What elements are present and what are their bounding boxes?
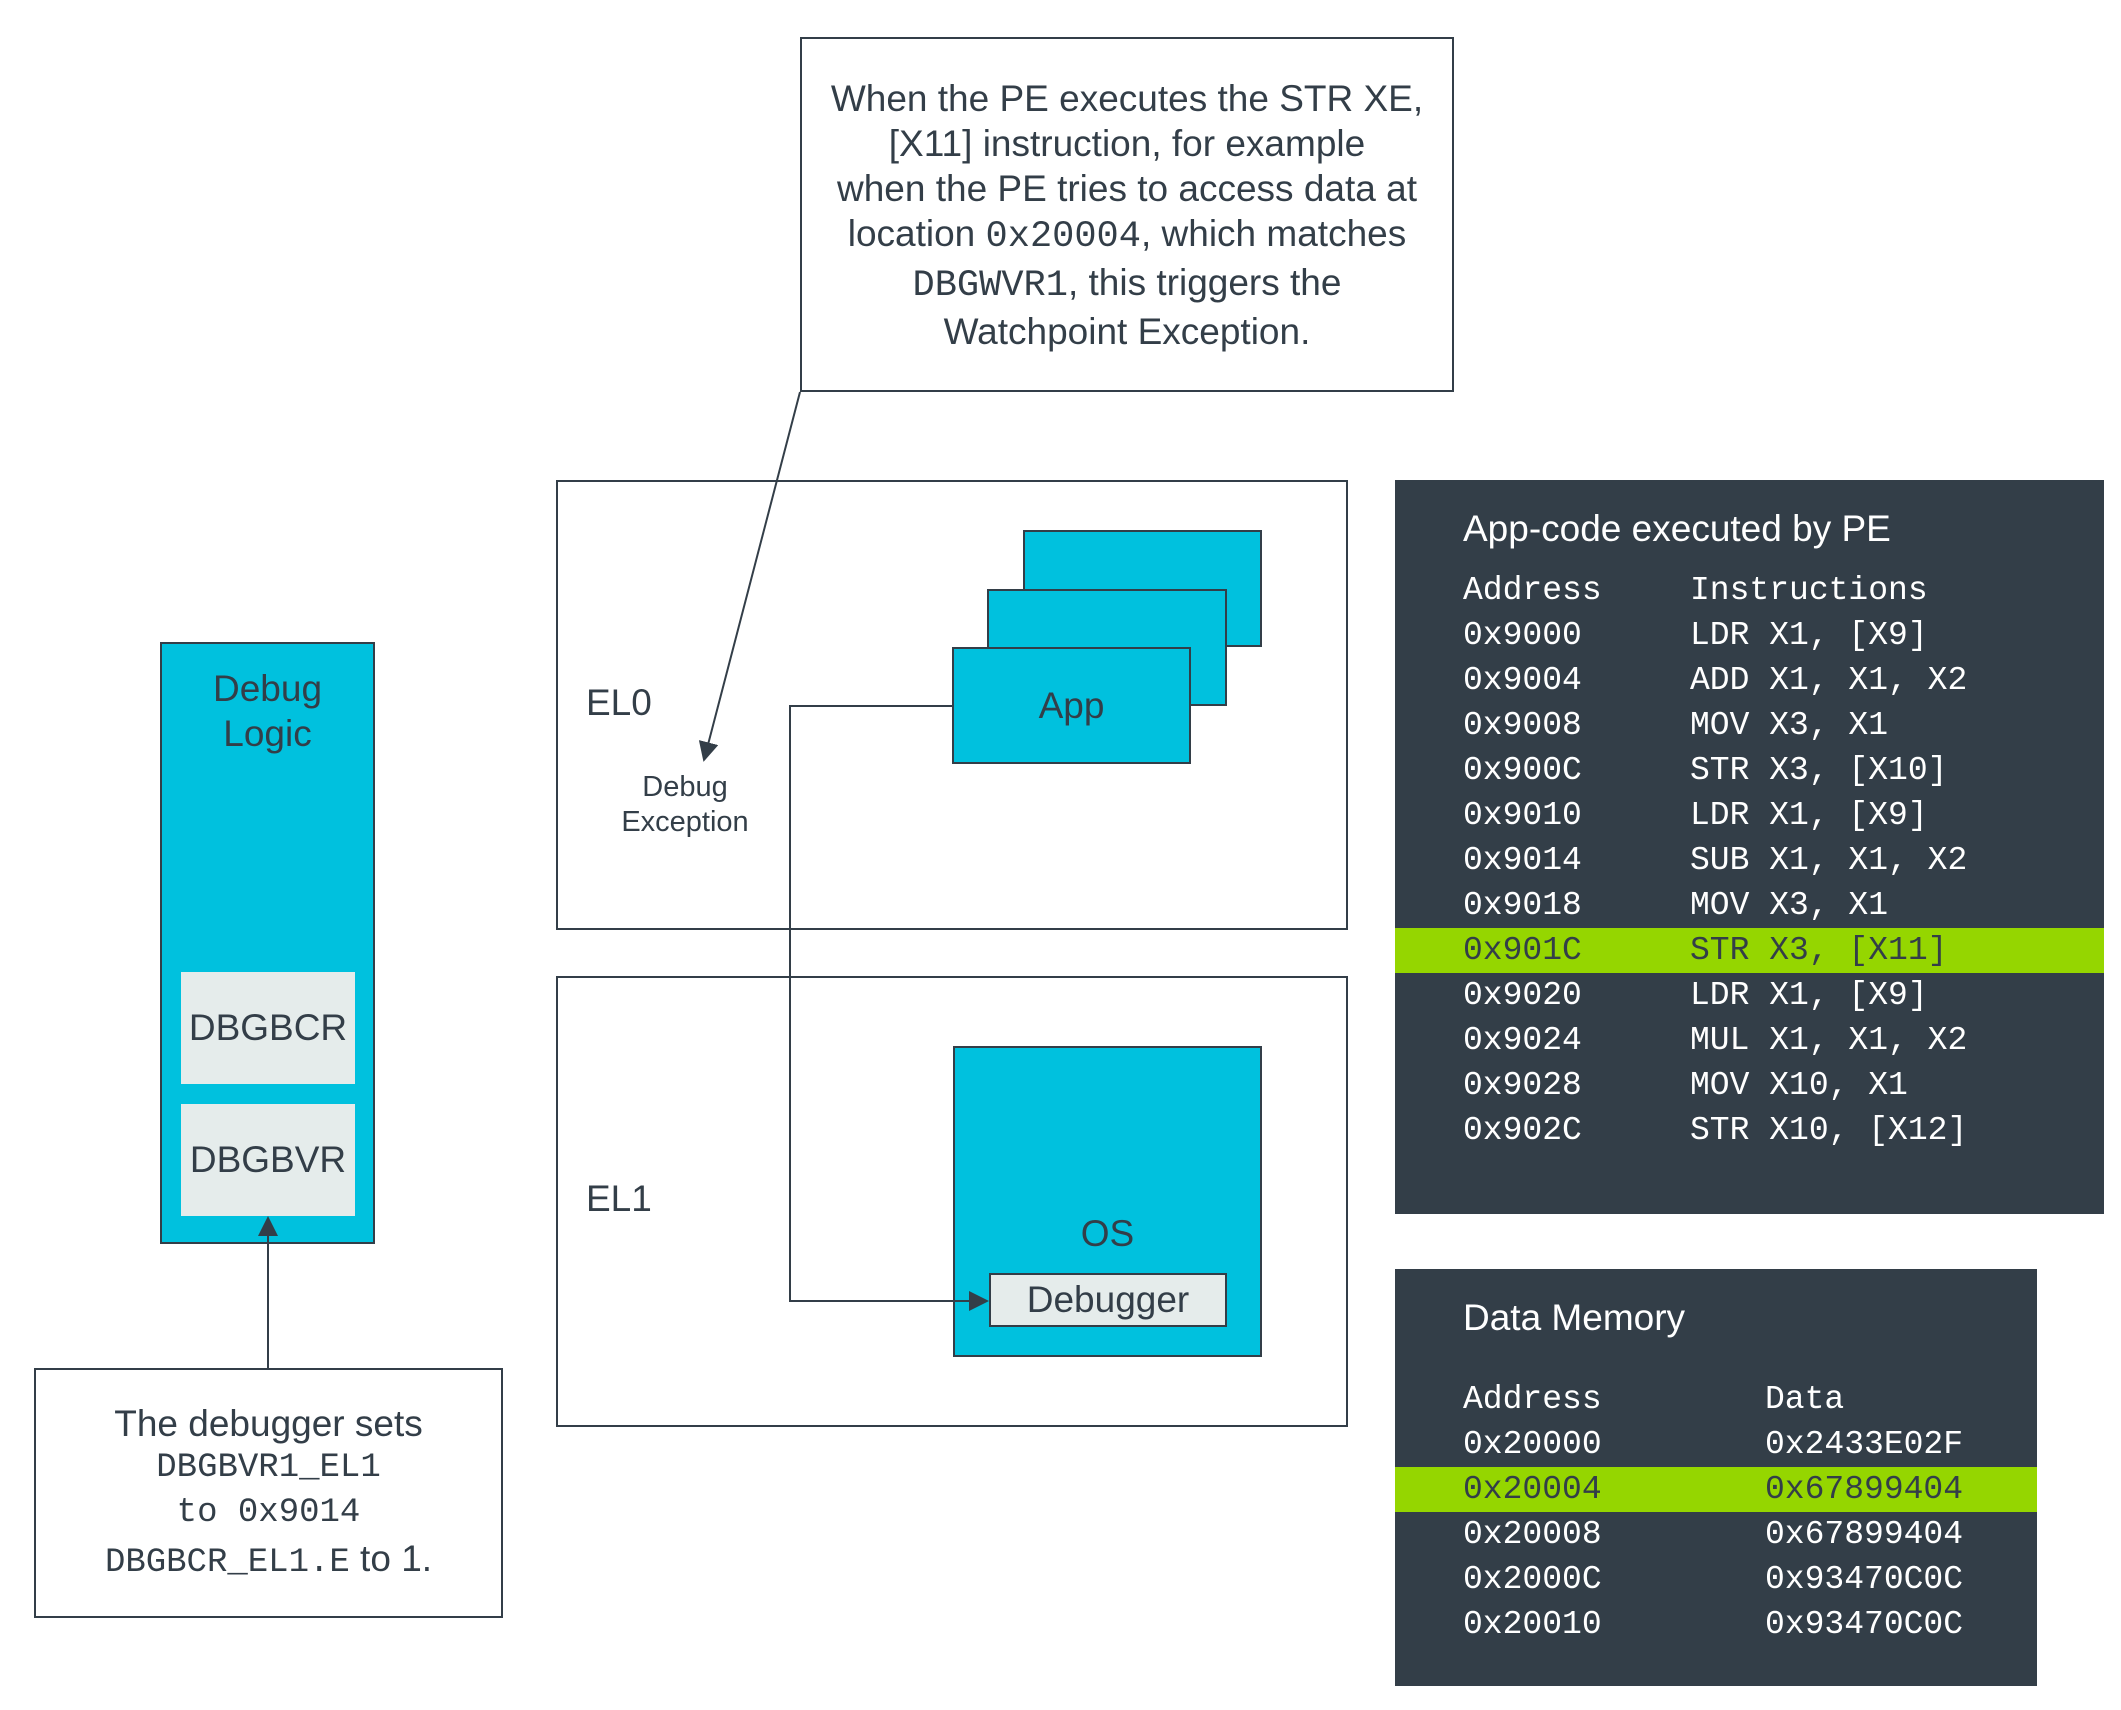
table-row: 0x9000 LDR X1, [X9] bbox=[1395, 613, 2104, 658]
table-row: 0x20000 0x2433E02F bbox=[1395, 1422, 2037, 1467]
instruction-cell: Instructions bbox=[1690, 572, 1928, 609]
watchpoint-callout: When the PE executes the STR XE, [X11] i… bbox=[800, 37, 1454, 392]
table-row: 0x901C STR X3, [X11] bbox=[1395, 928, 2104, 973]
address-cell: Address bbox=[1463, 1381, 1602, 1418]
callout-register: DBGBVR1_EL1 bbox=[156, 1448, 381, 1487]
callout-text: When the PE executes the STR XE, bbox=[830, 77, 1424, 119]
instruction-cell: MUL X1, X1, X2 bbox=[1690, 1022, 1968, 1059]
debug-logic-title: Debug bbox=[212, 668, 323, 709]
callout-text: Watchpoint Exception. bbox=[943, 310, 1311, 352]
instruction-cell: MOV X3, X1 bbox=[1690, 887, 1889, 924]
el0-label: EL0 bbox=[586, 682, 652, 723]
instruction-cell: LDR X1, [X9] bbox=[1690, 977, 1928, 1014]
table-header: Address Data bbox=[1395, 1377, 2037, 1422]
address-cell: 0x901C bbox=[1463, 932, 1582, 969]
table-row: 0x9014 SUB X1, X1, X2 bbox=[1395, 838, 2104, 883]
data-memory-title: Data Memory bbox=[1463, 1297, 1686, 1338]
table-row: 0x900C STR X3, [X10] bbox=[1395, 748, 2104, 793]
address-cell: 0x9010 bbox=[1463, 797, 1582, 834]
instruction-cell: SUB X1, X1, X2 bbox=[1690, 842, 1968, 879]
table-row: 0x20008 0x67899404 bbox=[1395, 1512, 2037, 1557]
instruction-cell: STR X10, [X12] bbox=[1690, 1112, 1968, 1149]
dbgbvr-label: DBGBVR bbox=[189, 1139, 347, 1180]
callout-text: when the PE tries to access data at bbox=[836, 167, 1417, 209]
exception-arrow bbox=[698, 391, 801, 762]
address-cell: 0x900C bbox=[1463, 752, 1582, 789]
table-row: 0x9024 MUL X1, X1, X2 bbox=[1395, 1018, 2104, 1063]
callout-text: [X11] instruction, for example bbox=[888, 122, 1366, 164]
debug-logic-title: Logic bbox=[223, 713, 312, 754]
callout-text: to 1. bbox=[349, 1537, 433, 1579]
address-cell: 0x9014 bbox=[1463, 842, 1582, 879]
dbgbvr-register: DBGBVR bbox=[181, 1104, 355, 1216]
app-box: App bbox=[952, 647, 1191, 764]
callout-text: , this triggers the bbox=[1067, 261, 1342, 303]
table-row: 0x902C STR X10, [X12] bbox=[1395, 1108, 2104, 1153]
address-cell: 0x9008 bbox=[1463, 707, 1582, 744]
callout-register: DBGWVR1 bbox=[912, 264, 1068, 307]
data-memory-panel: Data Memory Address Data 0x20000 0x2433E02F… bbox=[1395, 1269, 2037, 1686]
el1-label: EL1 bbox=[586, 1178, 652, 1219]
data-cell: 0x93470C0C bbox=[1765, 1606, 1964, 1643]
address-cell: 0x9018 bbox=[1463, 887, 1582, 924]
data-cell: 0x93470C0C bbox=[1765, 1561, 1964, 1598]
address-cell: 0x20000 bbox=[1463, 1426, 1602, 1463]
callout-text: location bbox=[847, 212, 986, 254]
callout-text: , which matches bbox=[1140, 212, 1407, 254]
address-cell: 0x902C bbox=[1463, 1112, 1582, 1149]
instruction-cell: ADD X1, X1, X2 bbox=[1690, 662, 1968, 699]
address-cell: 0x9028 bbox=[1463, 1067, 1582, 1104]
table-row: 0x20010 0x93470C0C bbox=[1395, 1602, 2037, 1647]
instruction-cell: LDR X1, [X9] bbox=[1690, 617, 1928, 654]
data-cell: 0x67899404 bbox=[1765, 1516, 1964, 1553]
debugger-label: Debugger bbox=[1026, 1279, 1190, 1320]
instruction-cell: MOV X10, X1 bbox=[1690, 1067, 1908, 1104]
instruction-cell: STR X3, [X11] bbox=[1690, 932, 1948, 969]
address-cell: Address bbox=[1463, 572, 1602, 609]
os-label: OS bbox=[1080, 1213, 1135, 1254]
address-cell: 0x20004 bbox=[1463, 1471, 1602, 1508]
table-row: 0x20004 0x67899404 bbox=[1395, 1467, 2037, 1512]
address-cell: 0x9020 bbox=[1463, 977, 1582, 1014]
data-cell: 0x67899404 bbox=[1765, 1471, 1964, 1508]
table-header: Address Instructions bbox=[1395, 568, 2104, 613]
address-cell: 0x9004 bbox=[1463, 662, 1582, 699]
table-row: 0x9020 LDR X1, [X9] bbox=[1395, 973, 2104, 1018]
table-row: 0x9010 LDR X1, [X9] bbox=[1395, 793, 2104, 838]
dbgbcr-register: DBGBCR bbox=[181, 972, 355, 1084]
address-cell: 0x9024 bbox=[1463, 1022, 1582, 1059]
instruction-cell: LDR X1, [X9] bbox=[1690, 797, 1928, 834]
table-row: 0x9018 MOV X3, X1 bbox=[1395, 883, 2104, 928]
app-to-debugger-arrow bbox=[789, 705, 989, 1311]
instruction-cell: MOV X3, X1 bbox=[1690, 707, 1889, 744]
callout-text: The debugger sets bbox=[114, 1402, 423, 1444]
table-row: 0x2000C 0x93470C0C bbox=[1395, 1557, 2037, 1602]
debugger-sets-callout: The debugger sets DBGBVR1_EL1 to 0x9014 … bbox=[34, 1368, 503, 1618]
debug-exception-text: Exception bbox=[621, 806, 749, 838]
address-cell: 0x20008 bbox=[1463, 1516, 1602, 1553]
callout-text: to 0x9014 bbox=[176, 1493, 361, 1532]
table-row: 0x9004 ADD X1, X1, X2 bbox=[1395, 658, 2104, 703]
instruction-cell: STR X3, [X10] bbox=[1690, 752, 1948, 789]
table-row: 0x9008 MOV X3, X1 bbox=[1395, 703, 2104, 748]
table-row: 0x9028 MOV X10, X1 bbox=[1395, 1063, 2104, 1108]
address-cell: 0x2000C bbox=[1463, 1561, 1602, 1598]
app-code-title: App-code executed by PE bbox=[1463, 508, 1891, 549]
address-cell: 0x9000 bbox=[1463, 617, 1582, 654]
debugger-box: Debugger bbox=[989, 1273, 1227, 1327]
callout-register: DBGBCR_EL1.E bbox=[104, 1543, 350, 1582]
debug-exception-label: Debug Exception bbox=[605, 770, 765, 840]
debug-exception-text: Debug bbox=[642, 771, 728, 803]
callout-address: 0x20004 bbox=[985, 215, 1141, 258]
app-label: App bbox=[1038, 684, 1105, 726]
address-cell: 0x20010 bbox=[1463, 1606, 1602, 1643]
dbgbcr-label: DBGBCR bbox=[188, 1007, 348, 1048]
data-cell: 0x2433E02F bbox=[1765, 1426, 1964, 1463]
data-cell: Data bbox=[1765, 1381, 1845, 1418]
app-code-panel: App-code executed by PE Address Instructi… bbox=[1395, 480, 2104, 1214]
